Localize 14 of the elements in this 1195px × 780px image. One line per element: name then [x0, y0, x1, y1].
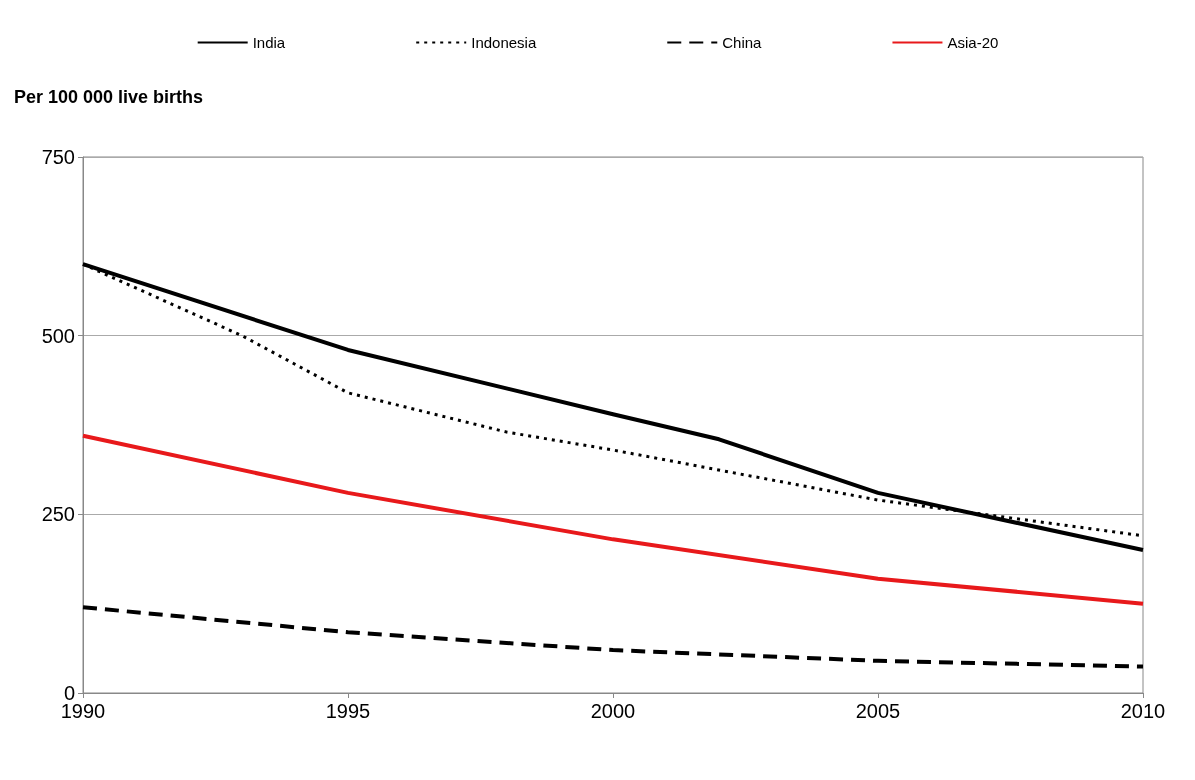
legend-label: Indonesia: [471, 34, 537, 51]
x-tick-label: 1995: [325, 700, 371, 722]
x-tick-label: 2005: [855, 700, 901, 722]
x-tick-label: 2000: [590, 700, 636, 722]
legend-label: India: [252, 34, 286, 51]
line-series: [81, 433, 1145, 606]
legend-label: China: [722, 34, 763, 51]
y-tick-label: 250: [41, 503, 75, 526]
line-series: [81, 605, 1145, 669]
y-axis-title: Per 100 000 live births: [14, 87, 204, 107]
legend-label: Asia-20: [947, 34, 999, 51]
y-tick-label: 500: [41, 324, 75, 347]
y-tick-label: 750: [41, 146, 75, 168]
x-tick-label: 2010: [1120, 700, 1166, 722]
